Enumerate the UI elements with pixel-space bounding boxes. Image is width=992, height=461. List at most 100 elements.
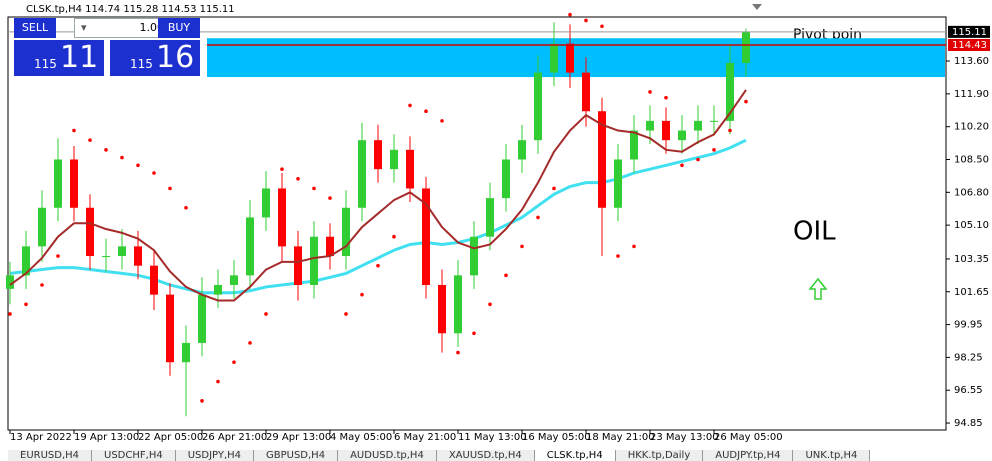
sar-dot (520, 244, 524, 249)
pivot-price-label: 114.43 (952, 40, 987, 51)
x-tick-label: 19 Apr 13:00 (74, 432, 139, 443)
sar-dot (136, 163, 140, 168)
sar-dot (8, 312, 12, 316)
candle-body (550, 43, 558, 73)
sar-dot (552, 186, 556, 191)
up-arrow (808, 277, 828, 300)
sar-dot (616, 254, 620, 258)
y-tick-label: 108.50 (954, 154, 989, 165)
candle-body (278, 188, 286, 247)
ask-box[interactable]: 115 16 (110, 40, 200, 76)
buy-button[interactable]: BUY (158, 18, 200, 38)
y-tick-label: 101.65 (954, 287, 989, 298)
x-tick-label: 11 May 13:00 (458, 432, 527, 443)
sar-dot (664, 95, 668, 100)
chart-tab[interactable]: CLSK.tp,H4 (534, 450, 616, 461)
chart-tab[interactable]: GBPUSD,H4 (254, 450, 339, 461)
candle-body (598, 111, 606, 208)
candle-body (518, 140, 526, 160)
candle-body (134, 246, 142, 266)
candle-body (198, 294, 206, 343)
candle-body (438, 284, 446, 334)
y-tick-label: 110.20 (954, 122, 989, 133)
chart-tab[interactable]: UNK.tp,H4 (793, 450, 871, 461)
y-tick-label: 106.80 (954, 187, 989, 198)
candle-body (150, 265, 158, 295)
x-tick-label: 29 Apr 13:00 (266, 432, 331, 443)
sar-dot (360, 292, 364, 297)
chart-tab[interactable]: USDJPY,H4 (175, 450, 254, 461)
chart-tab[interactable]: XAUUSD.tp,H4 (436, 450, 535, 461)
lot-input[interactable]: ▾ 1.00 (74, 18, 171, 38)
sar-dot (184, 205, 188, 210)
sar-dot (344, 312, 348, 316)
bid-box[interactable]: 115 11 (14, 40, 104, 76)
sar-dot (264, 312, 268, 316)
candle-body (534, 72, 542, 141)
candle-body (406, 149, 414, 189)
y-tick-label: 99.95 (954, 320, 983, 331)
sar-dot (40, 283, 44, 287)
chart-tab[interactable]: HKK.tp,Daily (615, 450, 704, 461)
sar-dot (712, 148, 716, 152)
x-tick-label: 16 May 05:00 (522, 432, 591, 443)
candle-body (70, 159, 78, 208)
sar-dot (200, 399, 204, 403)
chart-tabs: EURUSD,H4 USDCHF,H4 USDJPY,H4 GBPUSD,H4 AUDU… (8, 450, 871, 461)
chart-header: CLSK.tp,H4 114.74 115.28 114.53 115.11 (26, 4, 235, 15)
candle-body (470, 236, 478, 276)
chart-tab[interactable]: USDCHF,H4 (92, 450, 176, 461)
chart-tab[interactable]: AUDUSD.tp,H4 (338, 450, 437, 461)
chart-tab[interactable]: AUDJPY.tp,H4 (703, 450, 794, 461)
candle-body (214, 284, 222, 295)
last-price-label: 115.11 (952, 27, 987, 38)
candle-body (54, 159, 62, 208)
sar-dot (24, 302, 28, 307)
candle-body (246, 217, 254, 276)
candle-body (630, 130, 638, 160)
sell-button[interactable]: SELL (14, 18, 56, 38)
candle-body (38, 207, 46, 247)
y-tick-label: 113.60 (954, 56, 989, 67)
sar-dot (648, 90, 652, 94)
candle-body (102, 256, 110, 258)
chart-tab[interactable]: EURUSD,H4 (8, 450, 93, 461)
x-tick-label: 23 May 13:00 (650, 432, 719, 443)
sar-dot (392, 234, 396, 239)
candle-body (710, 120, 718, 122)
sar-dot (88, 138, 92, 142)
sar-dot (728, 128, 732, 133)
candle-body (326, 236, 334, 257)
candle-body (294, 246, 302, 285)
candle-body (422, 188, 430, 285)
sar-dot (584, 18, 588, 23)
sar-dot (536, 215, 540, 220)
candle-body (486, 198, 494, 237)
sar-dot (216, 379, 220, 384)
sar-dot (232, 360, 236, 365)
sar-dot (632, 244, 636, 249)
sar-dot (680, 163, 684, 168)
candle-body (118, 246, 126, 257)
candle-body (694, 120, 702, 131)
ask-price: 16 (156, 40, 195, 75)
candle-body (182, 342, 190, 363)
x-tick-label: 22 Apr 05:00 (138, 432, 203, 443)
candle-body (726, 62, 734, 121)
sar-dot (408, 103, 412, 108)
sar-dot (600, 24, 604, 29)
lot-value: 1.00 (139, 21, 165, 34)
sar-dot (328, 196, 332, 200)
x-tick-label: 26 Apr 21:00 (202, 432, 267, 443)
sar-dot (488, 302, 492, 307)
sar-dot (568, 12, 572, 17)
bid-prefix: 115 (34, 57, 57, 71)
y-tick-label: 94.85 (954, 418, 983, 429)
sar-dot (152, 171, 156, 175)
y-tick-label: 105.10 (954, 220, 989, 231)
x-tick-label: 13 Apr 2022 (10, 432, 72, 443)
candle-body (742, 31, 750, 63)
candle-body (166, 294, 174, 363)
ask-prefix: 115 (130, 57, 153, 71)
